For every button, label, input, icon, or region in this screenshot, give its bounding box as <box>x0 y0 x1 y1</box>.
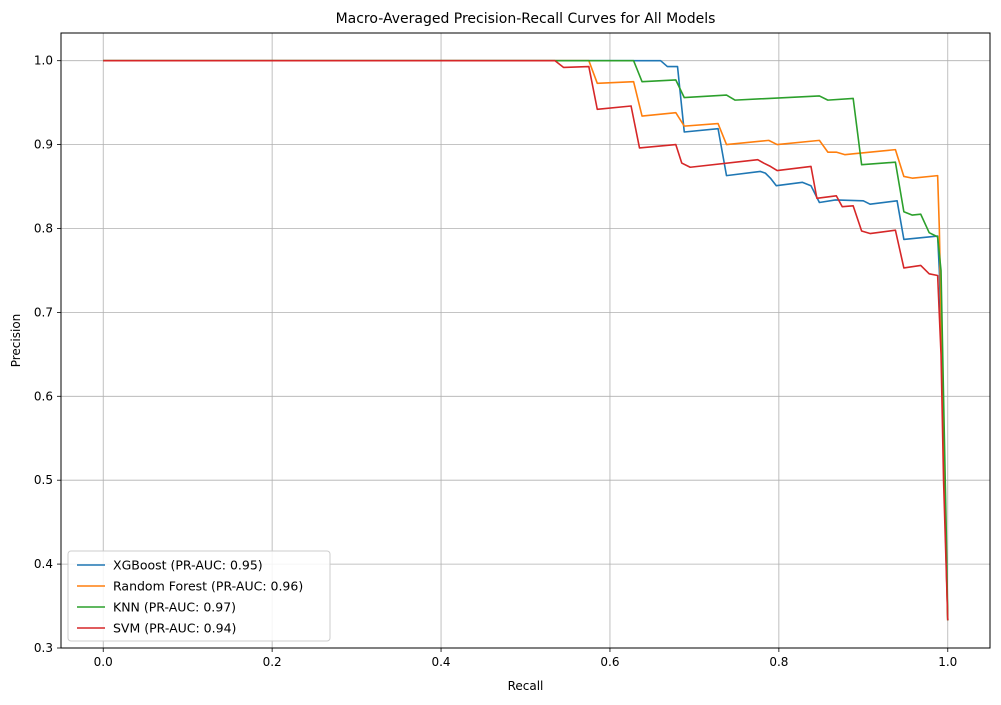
y-tick-label: 0.4 <box>34 557 53 571</box>
series-line-2 <box>103 59 949 621</box>
x-tick-label: 0.8 <box>769 655 788 669</box>
axis-ticks: 0.0 0.2 0.4 0.6 0.8 1.0 0.3 0.4 0.5 0.6 0.7 0.8 0.9 1… <box>34 54 957 669</box>
y-tick-label: 1.0 <box>34 54 53 68</box>
x-tick-label: 0.4 <box>431 655 450 669</box>
y-tick-label: 0.3 <box>34 641 53 655</box>
legend-box <box>67 550 331 642</box>
x-tick-label: 0.2 <box>263 655 282 669</box>
x-tick-label: 0.6 <box>600 655 619 669</box>
legend-label: SVM (PR-AUC: 0.94) <box>113 621 236 636</box>
y-tick-label: 0.7 <box>34 305 53 319</box>
legend-label: XGBoost (PR-AUC: 0.95) <box>113 558 263 573</box>
legend: XGBoost (PR-AUC: 0.95) Random Forest (PR-… <box>67 550 331 642</box>
x-axis-label: Recall <box>508 679 544 693</box>
chart-title: Macro-Averaged Precision-Recall Curves f… <box>336 11 716 27</box>
x-tick-label: 1.0 <box>938 655 957 669</box>
series-lines <box>103 59 949 621</box>
y-tick-label: 0.9 <box>34 138 53 152</box>
y-axis-label: Precision <box>9 314 23 368</box>
series-line-1 <box>103 59 949 621</box>
y-tick-label: 0.5 <box>34 473 53 487</box>
plot-frame <box>60 32 991 649</box>
y-tick-label: 0.8 <box>34 221 53 235</box>
legend-label: Random Forest (PR-AUC: 0.96) <box>113 579 303 594</box>
legend-label: KNN (PR-AUC: 0.97) <box>113 600 236 615</box>
series-line-3 <box>103 59 949 621</box>
y-tick-label: 0.6 <box>34 389 53 403</box>
x-tick-label: 0.0 <box>94 655 113 669</box>
